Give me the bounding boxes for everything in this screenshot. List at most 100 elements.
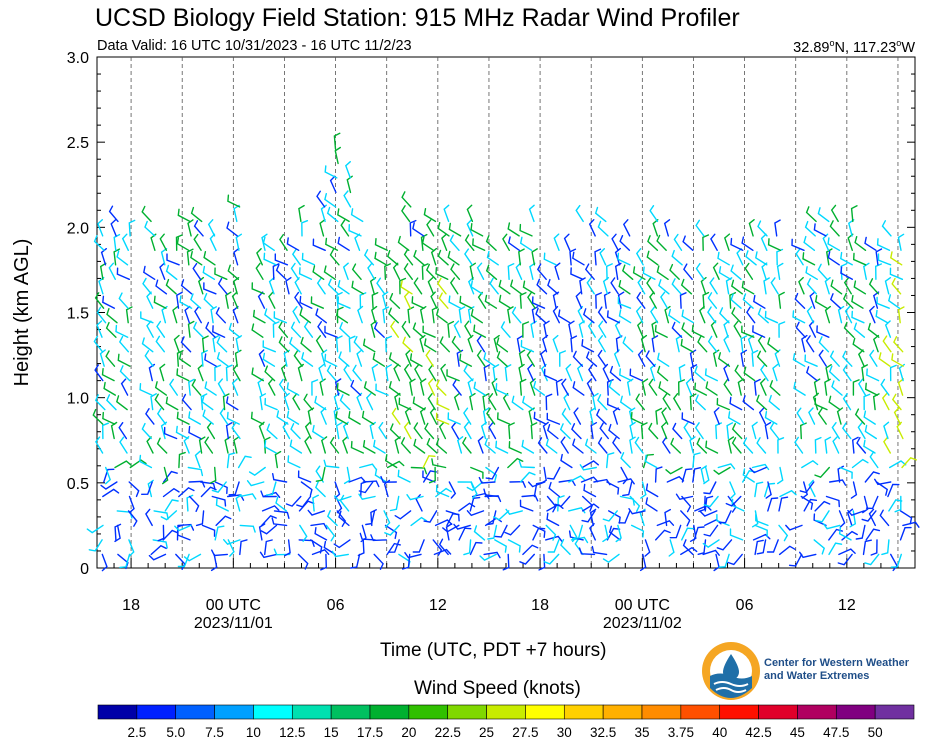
colorbar-swatch: [874, 704, 915, 720]
wind-barb: [849, 510, 857, 528]
wind-barb: [628, 508, 646, 515]
wind-barb: [772, 363, 779, 382]
wind-barb: [597, 394, 608, 411]
wind-barb: [354, 233, 361, 251]
wind-barb: [646, 250, 659, 266]
wind-barb: [799, 422, 807, 440]
wind-barb: [654, 466, 663, 483]
data-valid-range: Data Valid: 16 UTC 10/31/2023 - 16 UTC 1…: [97, 38, 412, 54]
wind-barb: [342, 436, 349, 454]
wind-barb: [318, 363, 325, 382]
wind-barb: [427, 378, 435, 396]
wind-barb: [617, 252, 631, 266]
wind-barb: [492, 364, 500, 382]
wind-barb: [575, 291, 583, 309]
wind-barb: [428, 466, 436, 484]
wind-barb: [437, 222, 450, 237]
wind-barb: [531, 296, 546, 309]
wind-barb: [432, 539, 443, 556]
wind-barb: [585, 351, 598, 367]
wind-barb: [541, 334, 549, 353]
wind-barb: [602, 363, 610, 382]
wind-barb: [631, 524, 645, 538]
wind-barb: [389, 293, 401, 309]
wind-barb: [407, 306, 415, 324]
wind-barb: [224, 436, 231, 454]
wind-barb: [116, 250, 129, 266]
wind-barb: [435, 379, 447, 396]
wind-barb: [718, 553, 730, 568]
wind-barb: [337, 280, 350, 295]
wind-barb: [426, 438, 438, 454]
wind-barb: [264, 440, 277, 454]
wind-barb: [635, 248, 644, 266]
wind-barb: [239, 539, 248, 556]
wind-barb: [572, 524, 583, 540]
wind-barb: [717, 251, 730, 266]
wind-barb: [177, 523, 195, 531]
wind-barb: [620, 452, 631, 469]
wind-barb: [729, 396, 743, 411]
wind-barb: [342, 262, 349, 280]
wind-barb: [888, 499, 903, 512]
wind-barb: [215, 515, 232, 527]
wind-barb: [154, 393, 165, 411]
wind-barb: [438, 538, 449, 556]
wind-barb: [202, 409, 214, 425]
wind-barb: [325, 524, 336, 542]
wind-barb: [561, 378, 569, 396]
wind-barb: [258, 349, 266, 367]
wind-barb: [311, 379, 319, 396]
wind-barb: [795, 248, 804, 266]
colorbar-swatch: [175, 704, 215, 720]
wind-barb: [473, 324, 487, 338]
wind-barb: [477, 291, 487, 309]
wind-barb: [139, 454, 153, 469]
wind-barb: [163, 426, 178, 440]
wind-barb: [482, 393, 490, 411]
wind-barb: [115, 324, 129, 338]
wind-barb: [429, 407, 438, 425]
wind-barb: [801, 459, 819, 469]
wind-barb: [263, 252, 277, 266]
x-tick-label: 00 UTC: [615, 597, 670, 614]
wind-barb: [868, 508, 876, 527]
wind-barb: [391, 407, 401, 425]
colorbar-swatch: [408, 704, 449, 720]
wind-barb: [528, 204, 535, 223]
wind-barb: [215, 498, 229, 512]
wind-barb: [216, 336, 228, 353]
wind-barb: [764, 411, 778, 425]
wind-barb: [801, 334, 808, 353]
wind-barb: [402, 336, 414, 353]
wind-barb: [883, 421, 890, 440]
wind-barb: [326, 206, 339, 223]
wind-barb: [498, 294, 512, 309]
wind-barb: [606, 481, 620, 495]
wind-barb: [730, 237, 744, 251]
wind-barb: [212, 335, 219, 353]
wind-barb: [329, 436, 340, 454]
wind-barb: [869, 349, 878, 367]
wind-barb: [234, 349, 242, 367]
wind-barb: [174, 524, 192, 532]
wind-barb: [121, 233, 129, 251]
wind-barb: [655, 529, 671, 541]
wind-barb: [324, 165, 338, 179]
wind-barb: [280, 363, 287, 382]
wind-barb: [329, 175, 337, 194]
wind-barb: [148, 363, 156, 382]
colorbar-label: 20: [401, 725, 416, 740]
wind-barb: [319, 219, 326, 237]
wind-barb: [274, 450, 282, 469]
wind-barb: [297, 553, 309, 570]
wind-barb: [323, 265, 336, 280]
wind-barb: [333, 392, 340, 411]
wind-barb: [232, 364, 241, 382]
wind-barb: [568, 320, 575, 338]
wind-barb: [359, 532, 376, 541]
wind-barb: [350, 553, 361, 569]
wind-barb: [264, 365, 276, 382]
wind-barb: [86, 524, 104, 534]
wind-barb: [831, 380, 843, 396]
